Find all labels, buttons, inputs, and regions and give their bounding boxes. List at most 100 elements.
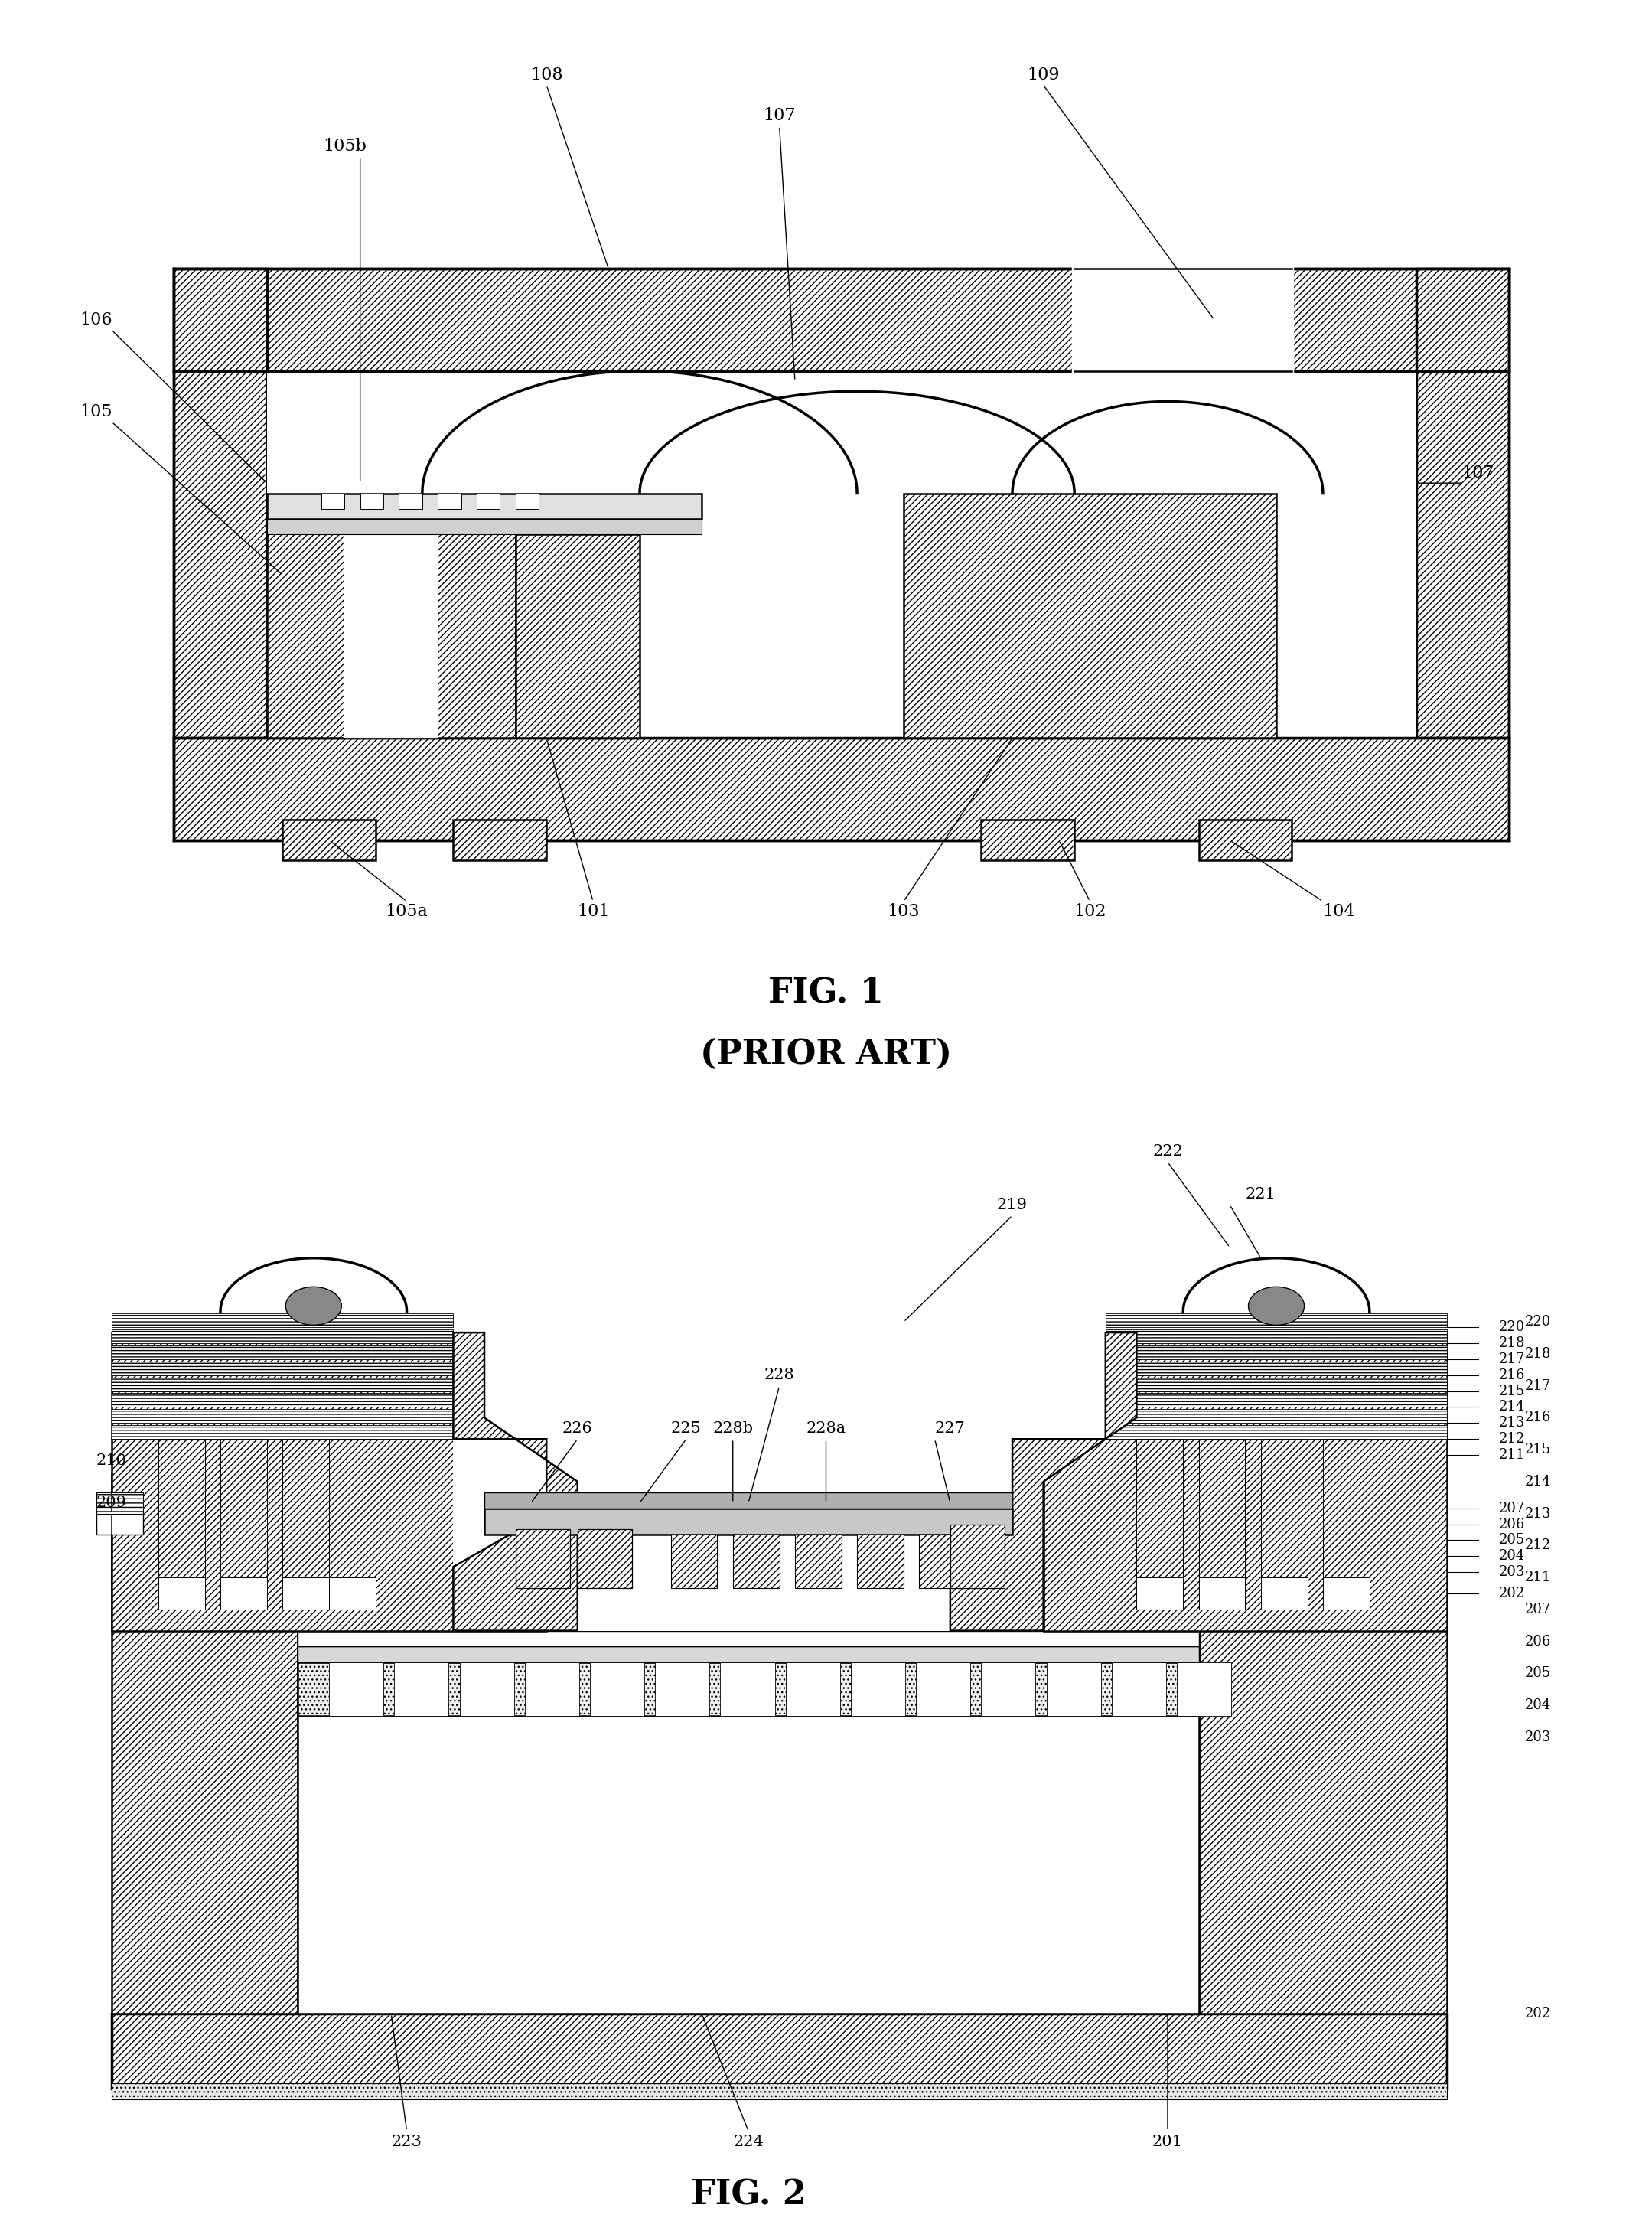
- Text: 203: 203: [1525, 1730, 1551, 1743]
- Text: 210: 210: [96, 1453, 127, 1468]
- Text: 207: 207: [1498, 1502, 1525, 1515]
- Bar: [297, 1664, 1199, 1717]
- Bar: [220, 1577, 268, 1610]
- Bar: [515, 1530, 570, 1588]
- Bar: [282, 1577, 329, 1610]
- Text: 211: 211: [1498, 1448, 1525, 1462]
- Bar: [1105, 1313, 1447, 1326]
- Bar: [917, 1664, 970, 1717]
- Bar: [1176, 1664, 1231, 1717]
- Bar: [112, 1333, 453, 1439]
- Bar: [795, 1535, 841, 1588]
- Text: 209: 209: [96, 1495, 127, 1510]
- Bar: [329, 1664, 383, 1717]
- Text: FIG. 2: FIG. 2: [691, 2178, 806, 2211]
- Text: 218: 218: [1498, 1335, 1525, 1351]
- Text: 107: 107: [763, 106, 796, 124]
- Circle shape: [286, 1286, 342, 1324]
- Bar: [904, 492, 1277, 739]
- Bar: [453, 821, 547, 861]
- Text: 105: 105: [79, 404, 112, 419]
- Bar: [1260, 1439, 1307, 1577]
- Text: 204: 204: [1525, 1699, 1551, 1712]
- Bar: [919, 1535, 966, 1588]
- Bar: [484, 1508, 1013, 1535]
- Text: 213: 213: [1525, 1506, 1551, 1522]
- Bar: [112, 1439, 547, 1630]
- Bar: [173, 268, 268, 759]
- Text: 106: 106: [79, 311, 112, 328]
- Bar: [1199, 1535, 1447, 2014]
- Bar: [112, 1408, 453, 1424]
- Text: 207: 207: [1525, 1601, 1551, 1617]
- Bar: [484, 1493, 1013, 1508]
- Text: 215: 215: [1498, 1384, 1525, 1397]
- Bar: [329, 1577, 375, 1610]
- Bar: [578, 1530, 631, 1588]
- Bar: [112, 1377, 453, 1391]
- Text: 223: 223: [392, 2134, 421, 2149]
- Bar: [96, 1513, 142, 1535]
- Bar: [159, 1577, 205, 1610]
- Text: 108: 108: [530, 67, 563, 84]
- Text: 101: 101: [577, 903, 610, 920]
- Polygon shape: [453, 1333, 578, 1630]
- Text: 215: 215: [1525, 1442, 1551, 1457]
- Bar: [1105, 1333, 1447, 1439]
- Text: 102: 102: [1074, 903, 1107, 920]
- Text: 206: 206: [1498, 1517, 1525, 1530]
- Bar: [438, 492, 461, 508]
- Bar: [1292, 268, 1510, 370]
- Bar: [1105, 1329, 1447, 1344]
- Bar: [981, 821, 1074, 861]
- Bar: [1105, 1426, 1447, 1439]
- Bar: [360, 492, 383, 508]
- Text: 216: 216: [1498, 1369, 1525, 1382]
- Bar: [112, 1346, 453, 1360]
- Text: 217: 217: [1498, 1353, 1525, 1366]
- Text: 206: 206: [1525, 1635, 1551, 1648]
- Text: 222: 222: [1153, 1144, 1183, 1158]
- Text: 211: 211: [1525, 1570, 1551, 1584]
- Bar: [268, 492, 702, 519]
- Text: 205: 205: [1498, 1533, 1525, 1548]
- Bar: [112, 1329, 453, 1344]
- Text: 204: 204: [1498, 1548, 1525, 1564]
- Text: 201: 201: [1153, 2134, 1183, 2149]
- Bar: [268, 515, 515, 739]
- Bar: [96, 1493, 142, 1513]
- Text: 226: 226: [562, 1422, 593, 1435]
- Bar: [671, 1535, 717, 1588]
- Text: 203: 203: [1498, 1566, 1525, 1579]
- Bar: [1137, 1439, 1183, 1577]
- Bar: [297, 1646, 1199, 1664]
- Bar: [345, 515, 438, 739]
- Bar: [1199, 821, 1292, 861]
- Text: 202: 202: [1525, 2007, 1551, 2021]
- Bar: [1112, 1664, 1166, 1717]
- Polygon shape: [950, 1333, 1137, 1630]
- Bar: [1046, 1664, 1100, 1717]
- Bar: [159, 1439, 205, 1577]
- Bar: [515, 492, 539, 508]
- Bar: [1105, 1408, 1447, 1424]
- Bar: [476, 492, 501, 508]
- Bar: [1105, 1362, 1447, 1375]
- Bar: [112, 1535, 297, 2014]
- Text: 205: 205: [1525, 1666, 1551, 1681]
- Bar: [515, 535, 639, 739]
- Text: 104: 104: [1322, 903, 1355, 920]
- Bar: [1105, 1393, 1447, 1406]
- Bar: [220, 1439, 268, 1577]
- Text: 107: 107: [1462, 464, 1495, 481]
- Bar: [112, 1426, 453, 1439]
- Bar: [320, 492, 345, 508]
- Bar: [733, 1535, 780, 1588]
- Bar: [656, 1664, 710, 1717]
- Bar: [851, 1664, 905, 1717]
- Bar: [112, 1393, 453, 1406]
- Bar: [720, 1664, 775, 1717]
- Bar: [297, 1535, 1199, 2014]
- Text: 105a: 105a: [385, 903, 428, 920]
- Text: 202: 202: [1498, 1586, 1525, 1601]
